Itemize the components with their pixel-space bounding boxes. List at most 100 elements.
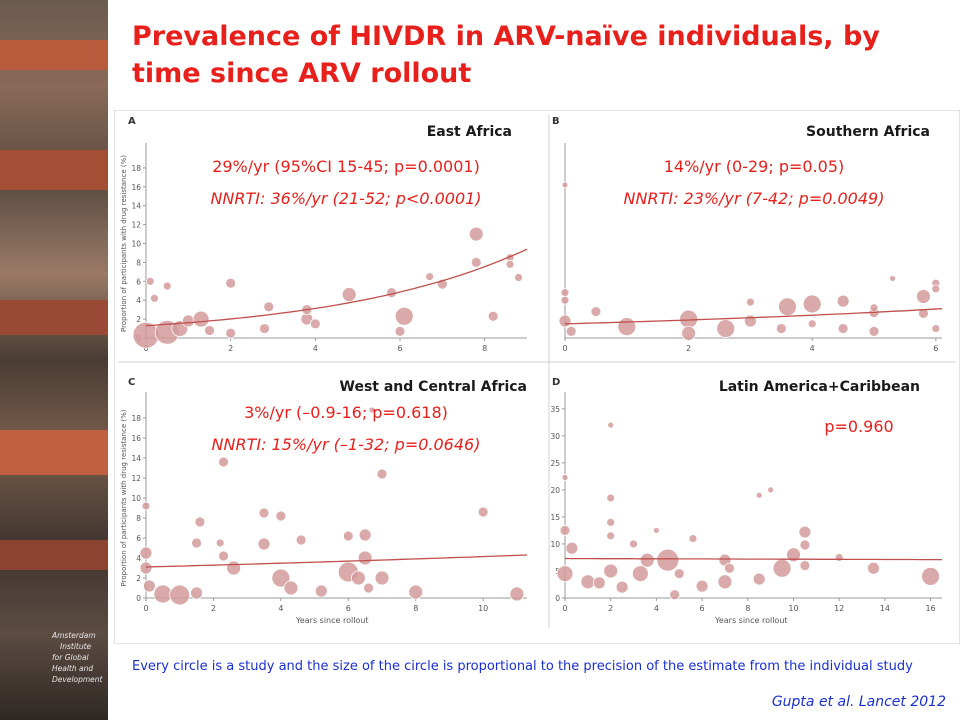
study-bubble (565, 541, 579, 555)
study-bubble (191, 537, 202, 549)
study-bubble (617, 317, 637, 337)
study-bubble (916, 289, 931, 304)
org-line: Development (52, 675, 103, 684)
x-tick-label: 4 (313, 344, 318, 353)
x-tick-label: 8 (482, 344, 487, 353)
nnrti-annotation: NNRTI: 23%/yr (7-42; p=0.0049) (624, 189, 885, 208)
slide-title: Prevalence of HIVDR in ARV-naïve individ… (132, 21, 880, 89)
y-tick-label: 2 (136, 315, 141, 324)
x-tick-label: 6 (700, 604, 705, 613)
y-tick-label: 18 (131, 164, 141, 173)
study-bubble (868, 325, 880, 337)
trend-annotation: 29%/yr (95%CI 15-45; p=0.0001) (212, 157, 480, 176)
study-bubble (259, 323, 270, 334)
study-bubble (632, 565, 649, 583)
study-bubble (561, 474, 569, 481)
study-bubble (141, 501, 151, 511)
study-bubble (807, 319, 817, 329)
trend-annotation: 14%/yr (0-29; p=0.05) (664, 157, 845, 176)
study-bubble (194, 516, 206, 528)
org-line: for Global (52, 653, 89, 662)
x-tick-label: 4 (654, 604, 659, 613)
y-tick-label: 8 (136, 258, 141, 267)
y-tick-label: 16 (131, 183, 141, 192)
x-tick-label: 2 (211, 604, 216, 613)
study-bubble (656, 548, 680, 572)
y-tick-label: 4 (136, 554, 141, 563)
x-tick-label: 6 (397, 344, 402, 353)
trend-line (145, 248, 528, 327)
study-bubble (592, 576, 606, 590)
study-bubble (283, 580, 299, 596)
study-bubble (309, 318, 321, 330)
study-bubble (470, 256, 482, 268)
study-bubble (204, 325, 215, 336)
study-bubble (767, 486, 775, 494)
trend-line (145, 554, 528, 568)
study-bubble (606, 517, 616, 527)
y-tick-label: 16 (131, 434, 141, 443)
org-line: Amsterdam (52, 631, 96, 640)
x-tick-label: 0 (562, 604, 567, 613)
y-tick-label: 0 (555, 594, 560, 603)
nnrti-annotation: NNRTI: 36%/yr (21-52; p<0.0001) (210, 189, 481, 208)
study-bubble (558, 314, 572, 328)
study-bubble (190, 586, 203, 600)
study-bubble (778, 297, 797, 317)
figure-caption: Every circle is a study and the size of … (132, 659, 913, 674)
study-bubble (275, 510, 287, 522)
study-bubble (799, 560, 811, 571)
study-bubble (918, 308, 929, 319)
study-bubble (603, 563, 619, 579)
study-bubble (468, 226, 484, 242)
study-bubble (802, 294, 822, 314)
x-tick-label: 6 (346, 604, 351, 613)
org-line: Institute (60, 642, 92, 651)
y-tick-label: 6 (136, 277, 141, 286)
study-bubble (834, 553, 844, 562)
roof-tile-decoration (0, 150, 108, 190)
trend-line (564, 557, 942, 561)
study-bubble (744, 314, 757, 328)
study-bubble (717, 574, 733, 590)
study-bubble (931, 284, 941, 294)
study-bubble (606, 493, 616, 503)
study-bubble (225, 277, 237, 289)
roof-tile-decoration (0, 40, 108, 70)
study-bubble (556, 565, 574, 583)
x-axis-label: Years since rollout (714, 616, 788, 625)
panel-letter: A (128, 116, 136, 127)
study-bubble (150, 293, 159, 303)
x-axis-label: Years since rollout (295, 616, 369, 625)
study-bubble (752, 572, 766, 586)
study-bubble (695, 579, 709, 593)
x-tick-label: 6 (933, 344, 938, 353)
study-bubble (679, 309, 699, 329)
panel-title: East Africa (427, 124, 512, 140)
x-tick-label: 2 (686, 344, 691, 353)
study-bubble (487, 310, 499, 322)
study-bubble (139, 561, 153, 575)
study-bubble (257, 537, 271, 551)
study-bubble (560, 288, 570, 298)
x-tick-label: 4 (278, 604, 283, 613)
study-bubble (867, 561, 880, 575)
study-bubble (225, 327, 237, 339)
study-bubble (629, 539, 638, 549)
x-tick-label: 0 (143, 604, 148, 613)
y-tick-label: 12 (131, 474, 141, 483)
y-tick-label: 35 (550, 405, 560, 414)
x-tick-label: 16 (925, 604, 935, 613)
study-bubble (218, 456, 229, 468)
y-tick-label: 14 (131, 202, 141, 211)
panel-title: Latin America+Caribbean (719, 379, 920, 395)
study-bubble (836, 294, 850, 308)
x-tick-label: 10 (788, 604, 798, 613)
study-bubble (786, 547, 801, 563)
x-tick-label: 0 (562, 344, 567, 353)
study-bubble (425, 272, 435, 281)
study-bubble (772, 558, 792, 578)
study-bubble (724, 562, 735, 574)
y-tick-label: 10 (550, 540, 560, 549)
side-photo-strip: Amsterdam Institute for Global Health an… (0, 0, 108, 720)
